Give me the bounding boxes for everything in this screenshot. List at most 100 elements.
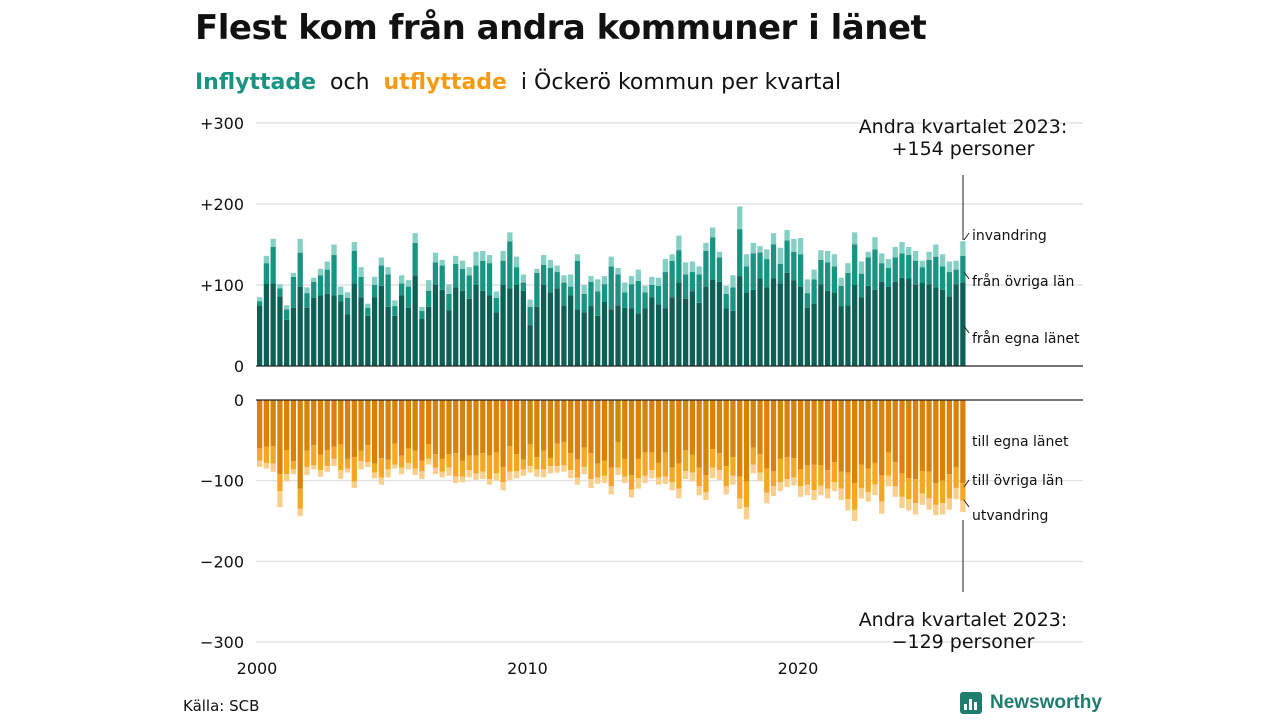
bar-outflow-segment [358, 461, 364, 470]
bar-outflow-segment [784, 400, 790, 458]
bar-outflow-segment [277, 400, 283, 475]
bar-inflow-segment [635, 313, 641, 366]
bar-outflow-segment [547, 400, 554, 459]
bar-outflow-segment [453, 400, 459, 454]
bar-outflow-segment [791, 477, 797, 486]
bar-outflow-segment [331, 400, 337, 447]
bar-inflow-segment [331, 255, 337, 296]
bar-outflow-segment [399, 467, 405, 475]
bar-inflow-segment [939, 254, 946, 267]
bar-inflow-segment [419, 306, 425, 311]
bar-inflow-segment [879, 263, 885, 282]
bar-inflow-segment [831, 292, 838, 366]
bar-outflow-segment [899, 400, 905, 474]
bar-inflow-segment [595, 279, 601, 292]
bar-inflow-segment [960, 282, 966, 366]
bar-inflow-segment [933, 287, 939, 366]
bar-outflow-segment [770, 486, 777, 496]
bar-outflow-segment [554, 466, 560, 473]
bar-inflow-segment [547, 292, 554, 366]
bar-inflow-segment [568, 295, 574, 366]
bar-outflow-segment [906, 400, 912, 479]
bar-inflow-segment [662, 308, 668, 366]
bar-outflow-segment [770, 400, 777, 471]
bar-outflow-segment [358, 400, 364, 451]
bar-outflow-segment [865, 468, 871, 492]
bar-inflow-segment [317, 295, 324, 366]
bar-inflow-segment [426, 290, 432, 307]
bar-inflow-segment [405, 286, 412, 308]
bar-outflow-segment [757, 472, 763, 481]
bar-outflow-segment [297, 488, 303, 509]
bar-outflow-segment [649, 452, 655, 471]
y-tick-label-bottom: −300 [200, 633, 244, 652]
bar-outflow-segment [764, 492, 770, 504]
bar-inflow-segment [263, 283, 270, 366]
bar-inflow-segment [750, 242, 756, 254]
bar-outflow-segment [777, 482, 783, 492]
bar-inflow-segment [608, 309, 614, 366]
bar-inflow-segment [723, 308, 729, 366]
bar-outflow-segment [493, 452, 499, 474]
bar-outflow-segment [554, 400, 560, 444]
bar-outflow-segment [371, 400, 378, 464]
bar-inflow-segment [486, 263, 493, 296]
bar-outflow-segment [696, 486, 702, 496]
bar-inflow-segment [351, 242, 357, 251]
bar-inflow-segment [804, 279, 810, 294]
bar-inflow-segment [459, 260, 466, 269]
bar-outflow-segment [500, 466, 506, 483]
bar-outflow-segment [446, 400, 452, 455]
bar-inflow-segment [865, 257, 871, 286]
bar-inflow-segment [764, 259, 770, 288]
bar-inflow-segment [716, 281, 723, 366]
bar-inflow-segment [608, 256, 614, 267]
bar-inflow-segment [290, 307, 297, 366]
bar-inflow-segment [696, 266, 702, 275]
bar-inflow-segment [547, 267, 554, 293]
bar-inflow-segment [811, 303, 817, 366]
bar-outflow-segment [290, 469, 297, 475]
bar-inflow-segment [568, 274, 574, 287]
bar-outflow-segment [662, 400, 668, 453]
bar-outflow-segment [324, 466, 330, 472]
bar-inflow-segment [906, 278, 912, 366]
bar-outflow-segment [392, 400, 398, 444]
bar-inflow-segment [750, 289, 756, 366]
bar-inflow-segment [879, 281, 885, 366]
bar-outflow-segment [838, 471, 844, 489]
bar-outflow-segment [811, 400, 817, 465]
bar-outflow-segment [710, 467, 716, 479]
bar-inflow-segment [845, 272, 851, 306]
bar-inflow-segment [541, 264, 547, 285]
bar-outflow-segment [568, 470, 574, 479]
bar-inflow-segment [770, 244, 777, 279]
bar-inflow-segment [378, 257, 384, 266]
bar-inflow-segment [486, 255, 493, 264]
x-tick-label: 2020 [778, 659, 819, 678]
bar-outflow-segment [926, 471, 932, 499]
bar-outflow-segment [655, 477, 662, 485]
bar-outflow-segment [412, 450, 418, 469]
bar-outflow-segment [885, 475, 892, 487]
bar-outflow-segment [378, 400, 384, 459]
bar-inflow-segment [960, 255, 966, 283]
bar-inflow-segment [432, 252, 439, 263]
bar-inflow-segment [574, 309, 581, 366]
bar-inflow-segment [710, 279, 716, 366]
bar-inflow-segment [919, 267, 925, 283]
bar-inflow-segment [432, 285, 439, 366]
bar-outflow-segment [791, 400, 797, 459]
bar-outflow-segment [635, 478, 641, 489]
y-tick-label-top: 0 [234, 357, 244, 376]
newsworthy-icon [960, 692, 982, 714]
bar-inflow-segment [513, 267, 520, 285]
bar-inflow-segment [385, 267, 391, 275]
brand-logo[interactable]: Newsworthy [960, 692, 1102, 714]
bar-outflow-segment [595, 477, 601, 484]
bar-outflow-segment [297, 508, 303, 517]
bar-inflow-segment [622, 292, 628, 308]
bar-outflow-segment [879, 400, 885, 476]
bar-inflow-segment [757, 252, 763, 279]
bar-inflow-segment [541, 285, 547, 366]
